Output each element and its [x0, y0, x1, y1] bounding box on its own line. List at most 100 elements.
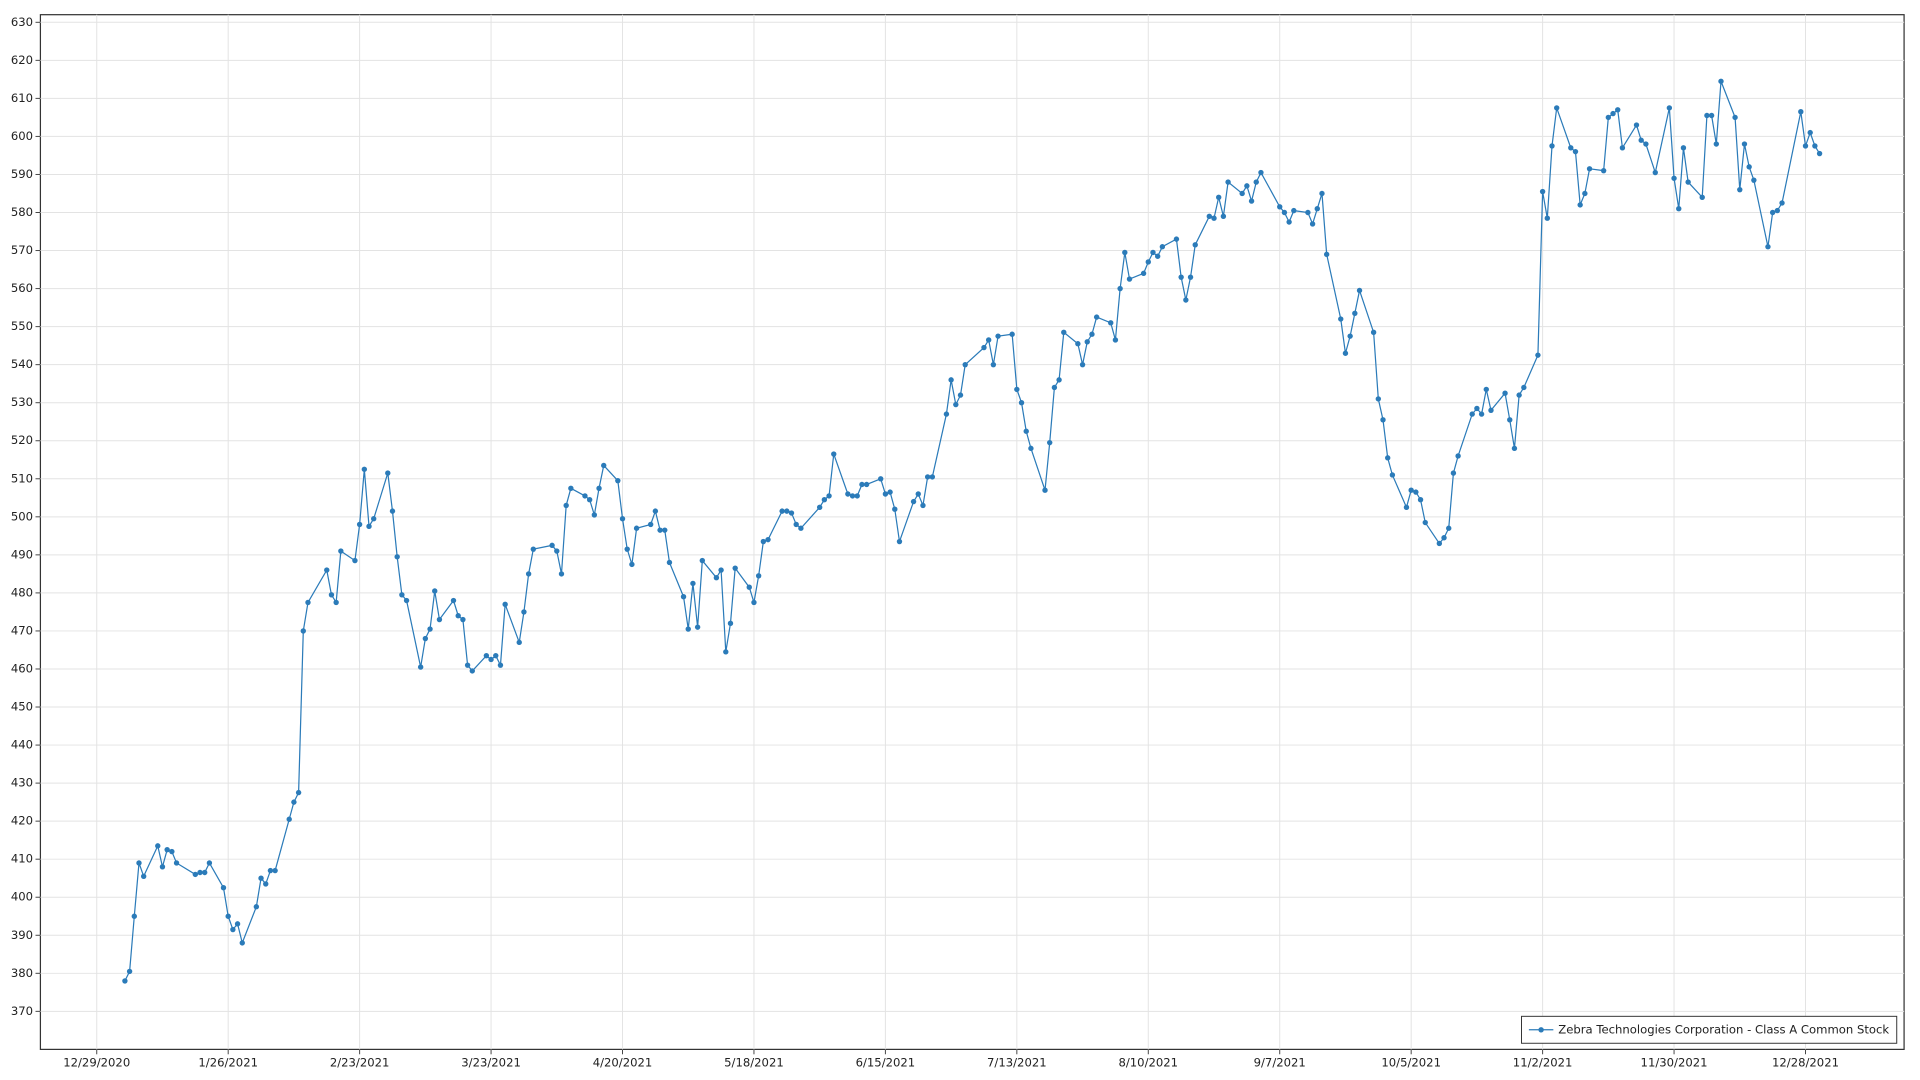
point	[953, 401, 959, 408]
point	[633, 525, 640, 531]
point	[582, 493, 588, 499]
point	[225, 913, 231, 919]
point	[1577, 202, 1583, 208]
point	[924, 474, 931, 480]
point	[1145, 259, 1151, 265]
point	[920, 502, 926, 509]
point	[1347, 333, 1353, 339]
point	[1539, 188, 1546, 195]
point	[1323, 251, 1330, 258]
point	[1220, 213, 1227, 220]
point	[624, 546, 630, 552]
point	[1582, 190, 1588, 197]
point	[1436, 540, 1443, 547]
y-tick-label: 550	[11, 319, 33, 333]
point	[159, 864, 166, 870]
point	[1183, 297, 1189, 303]
point	[1441, 535, 1447, 541]
point	[1446, 525, 1452, 531]
point	[432, 588, 438, 594]
point	[338, 548, 344, 554]
x-tick-label: 2/23/2021	[330, 1055, 390, 1069]
point	[1586, 166, 1593, 172]
y-tick-label: 530	[11, 395, 33, 409]
point	[1633, 122, 1640, 128]
point	[1014, 386, 1020, 393]
y-tick-label: 520	[11, 433, 33, 447]
point	[1356, 287, 1363, 294]
point	[1478, 411, 1485, 417]
point	[173, 860, 180, 866]
point	[1319, 190, 1325, 197]
y-tick-label: 410	[11, 852, 33, 866]
y-tick-label: 630	[11, 15, 33, 29]
point	[305, 599, 311, 606]
legend: Zebra Technologies Corporation - Class A…	[1521, 1015, 1898, 1044]
point	[1769, 209, 1776, 216]
point	[943, 411, 950, 417]
legend-box	[1521, 1015, 1898, 1044]
point	[1572, 148, 1579, 155]
point	[525, 571, 532, 577]
point	[258, 875, 264, 881]
point	[751, 599, 757, 606]
point	[1699, 194, 1705, 200]
point	[286, 816, 292, 822]
point	[793, 521, 799, 528]
point	[1455, 453, 1461, 459]
point	[1713, 141, 1719, 147]
point	[1206, 213, 1213, 220]
point	[1554, 105, 1560, 111]
x-tick-label: 12/29/2020	[63, 1055, 130, 1069]
point	[1652, 169, 1658, 176]
point	[1619, 145, 1626, 151]
point	[1502, 390, 1508, 396]
point	[713, 574, 720, 581]
point	[1291, 207, 1297, 214]
point	[1150, 249, 1156, 256]
point	[1056, 377, 1062, 383]
point	[1225, 179, 1231, 185]
legend-entry: Zebra Technologies Corporation - Class A…	[1528, 1022, 1889, 1036]
point	[854, 493, 860, 499]
point	[1605, 114, 1612, 121]
point	[915, 491, 921, 497]
point	[521, 609, 527, 615]
point	[1117, 285, 1123, 292]
point	[685, 626, 691, 632]
point	[1375, 396, 1382, 402]
point	[1516, 392, 1522, 398]
point	[948, 377, 954, 383]
point	[455, 613, 461, 619]
point	[929, 474, 936, 480]
point	[765, 536, 771, 543]
point	[619, 516, 626, 522]
point	[140, 873, 147, 879]
legend-marker	[1538, 1027, 1544, 1033]
point	[549, 542, 555, 549]
point	[1816, 150, 1823, 157]
point	[1685, 179, 1691, 185]
point	[1239, 190, 1245, 197]
point	[882, 491, 889, 497]
point	[1192, 242, 1198, 248]
point	[1140, 270, 1147, 277]
point	[1075, 341, 1081, 347]
point	[1216, 194, 1222, 200]
y-tick-label: 450	[11, 700, 33, 714]
point	[1159, 244, 1166, 250]
point	[1812, 143, 1818, 149]
point	[1389, 472, 1396, 478]
point	[1483, 386, 1489, 393]
point	[601, 462, 607, 469]
legend-label: Zebra Technologies Corporation - Class A…	[1558, 1022, 1889, 1036]
point	[591, 512, 598, 518]
point	[1474, 405, 1480, 412]
point	[164, 846, 170, 853]
point	[300, 628, 306, 634]
point	[1774, 207, 1781, 214]
y-tick-label: 500	[11, 509, 33, 523]
point	[1281, 209, 1288, 216]
point	[1286, 219, 1292, 225]
point	[389, 508, 396, 514]
